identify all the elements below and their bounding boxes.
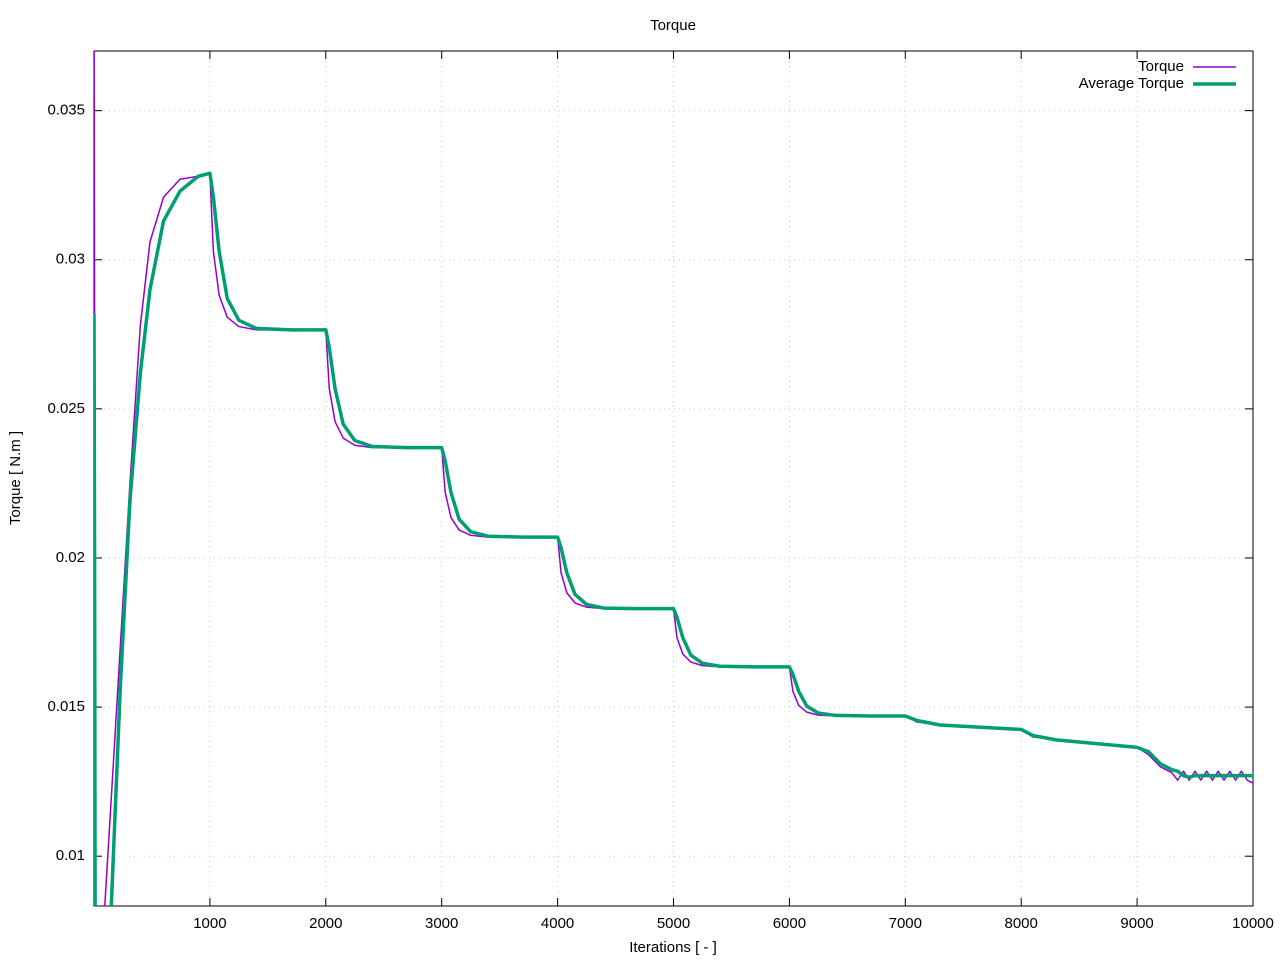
x-tick-label: 4000	[541, 915, 574, 932]
data-line	[94, 171, 1253, 906]
y-axis-label: Torque [ N.m ]	[7, 431, 24, 525]
chart-title: Torque	[650, 17, 696, 34]
legend-label: Torque	[1138, 58, 1184, 75]
x-tick-label: 10000	[1232, 915, 1274, 932]
x-tick-label: 9000	[1120, 915, 1153, 932]
y-tick-label: 0.02	[56, 549, 85, 566]
x-tick-label: 6000	[773, 915, 806, 932]
y-tick-label: 0.01	[56, 847, 85, 864]
x-tick-label: 7000	[889, 915, 922, 932]
x-tick-label: 2000	[309, 915, 342, 932]
x-tick-label: 3000	[425, 915, 458, 932]
x-tick-label: 5000	[657, 915, 690, 932]
x-tick-label: 1000	[193, 915, 226, 932]
plot-border	[93, 50, 1254, 907]
plot-area	[94, 51, 1253, 906]
y-tick-label: 0.03	[56, 251, 85, 268]
x-tick-label: 8000	[1005, 915, 1038, 932]
y-tick-label: 0.015	[47, 698, 85, 715]
y-tick-label: 0.025	[47, 400, 85, 417]
y-tick-label: 0.035	[47, 102, 85, 119]
legend-label: Average Torque	[1079, 75, 1184, 92]
x-axis-label: Iterations [ - ]	[629, 939, 717, 956]
